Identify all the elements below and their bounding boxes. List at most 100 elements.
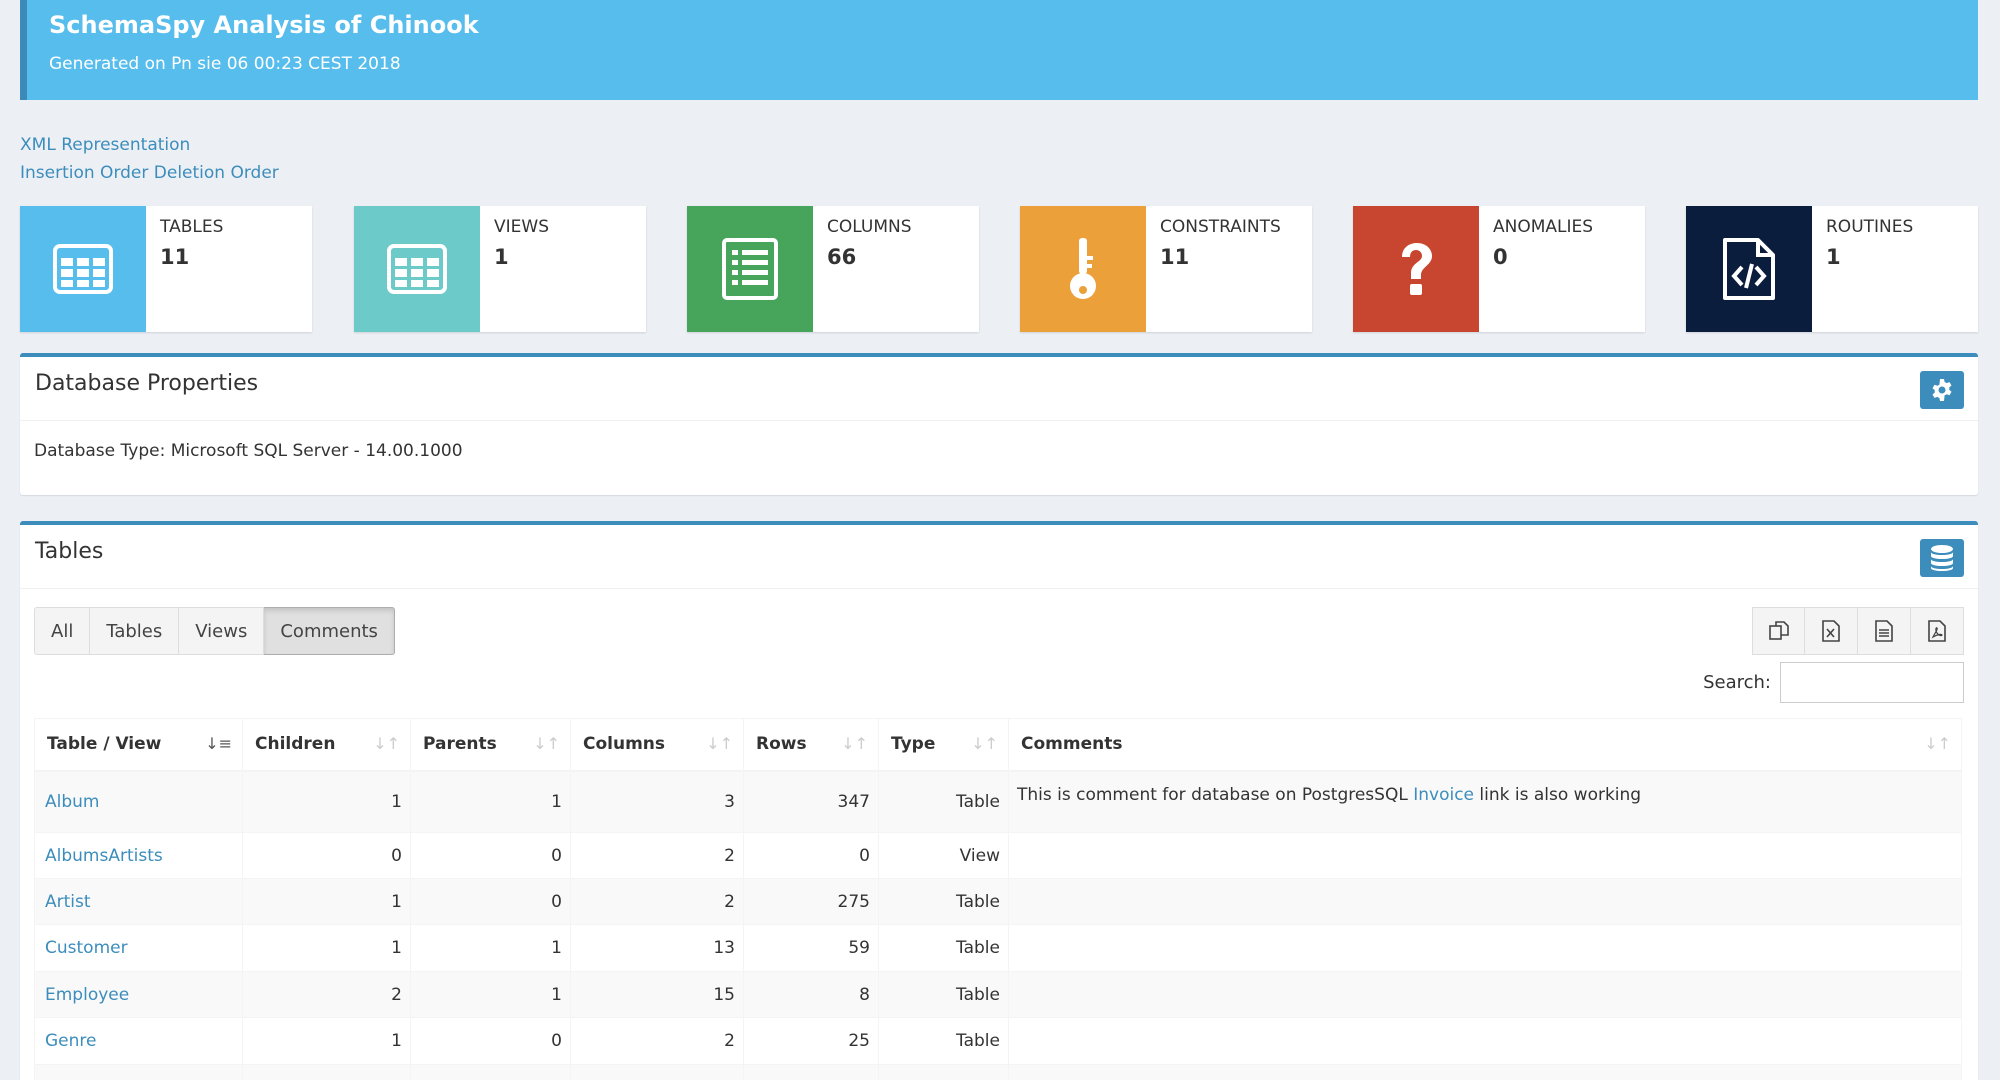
column-header-table-view[interactable]: Table / View ↓≡ bbox=[34, 718, 243, 772]
rows-cell: 8 bbox=[743, 971, 879, 1018]
stat-box-columns[interactable]: COLUMNS 66 bbox=[687, 206, 979, 332]
children-cell bbox=[242, 1064, 411, 1080]
column-header-rows[interactable]: Rows ↓↑ bbox=[743, 718, 879, 772]
column-header-label: Columns bbox=[583, 734, 666, 755]
rows-cell: 59 bbox=[743, 924, 879, 972]
parents-cell: 1 bbox=[410, 971, 571, 1018]
sort-icon: ↓↑ bbox=[1924, 734, 1951, 753]
comment-text: link is also working bbox=[1474, 784, 1642, 805]
page-header: SchemaSpy Analysis of Chinook Generated … bbox=[20, 0, 1978, 100]
columns-cell: 15 bbox=[570, 971, 744, 1018]
rows-cell: 347 bbox=[743, 770, 879, 833]
comments-cell bbox=[1008, 924, 1962, 972]
sort-asc-icon: ↓≡ bbox=[205, 734, 232, 753]
columns-cell bbox=[570, 1064, 744, 1080]
table-row: Artist 1 0 2 275 Table bbox=[34, 878, 1962, 925]
insertion-order-link[interactable]: Insertion Order bbox=[20, 163, 149, 183]
stat-box-tables[interactable]: TABLES 11 bbox=[20, 206, 312, 332]
rows-cell: 275 bbox=[743, 878, 879, 925]
tables-box: Tables All Tables Views Comments Search: bbox=[20, 521, 1978, 1080]
table-link[interactable]: AlbumsArtists bbox=[45, 845, 163, 866]
column-header-type[interactable]: Type ↓↑ bbox=[878, 718, 1009, 772]
xml-representation-link[interactable]: XML Representation bbox=[20, 135, 191, 155]
search-label: Search: bbox=[1703, 672, 1771, 693]
comments-cell: This is comment for database on Postgres… bbox=[1008, 770, 1962, 833]
table-row: Customer 1 1 13 59 Table bbox=[34, 924, 1962, 972]
csv-button[interactable] bbox=[1858, 607, 1911, 655]
copy-button[interactable] bbox=[1752, 607, 1805, 655]
children-cell: 1 bbox=[242, 878, 411, 925]
database-type: Database Type: Microsoft SQL Server - 14… bbox=[34, 441, 463, 461]
table-row: Album 1 1 3 347 Table This is comment fo… bbox=[34, 770, 1962, 833]
stat-value: 0 bbox=[1493, 245, 1508, 269]
column-header-label: Type bbox=[891, 734, 936, 755]
filter-tables-button[interactable]: Tables bbox=[90, 607, 180, 655]
stat-label: TABLES bbox=[160, 217, 224, 237]
table-link[interactable]: Genre bbox=[45, 1031, 97, 1051]
column-header-label: Rows bbox=[756, 734, 807, 755]
column-header-parents[interactable]: Parents ↓↑ bbox=[410, 718, 571, 772]
deletion-order-link[interactable]: Deletion Order bbox=[153, 163, 279, 183]
children-cell: 2 bbox=[242, 971, 411, 1018]
columns-cell: 3 bbox=[570, 770, 744, 833]
table-name-cell bbox=[34, 1064, 243, 1080]
rows-cell: 25 bbox=[743, 1017, 879, 1065]
table-name-cell: Album bbox=[34, 770, 243, 833]
table-row bbox=[34, 1064, 1962, 1080]
key-icon bbox=[1020, 206, 1146, 332]
filter-all-button[interactable]: All bbox=[34, 607, 91, 655]
columns-cell: 13 bbox=[570, 924, 744, 972]
rows-cell: 0 bbox=[743, 832, 879, 879]
stat-box-constraints[interactable]: CONSTRAINTS 11 bbox=[1020, 206, 1312, 332]
stat-value: 1 bbox=[1826, 245, 1841, 269]
table-link[interactable]: Artist bbox=[45, 891, 91, 912]
export-button-group bbox=[1752, 607, 1964, 655]
generated-date: Generated on Pn sie 06 00:23 CEST 2018 bbox=[49, 54, 401, 74]
type-cell: Table bbox=[878, 971, 1009, 1018]
column-header-columns[interactable]: Columns ↓↑ bbox=[570, 718, 744, 772]
column-header-comments[interactable]: Comments ↓↑ bbox=[1008, 718, 1962, 772]
column-header-children[interactable]: Children ↓↑ bbox=[242, 718, 411, 772]
excel-button[interactable] bbox=[1805, 607, 1858, 655]
sort-icon: ↓↑ bbox=[706, 734, 733, 753]
parents-cell: 0 bbox=[410, 878, 571, 925]
question-icon bbox=[1353, 206, 1479, 332]
search-area: Search: bbox=[1703, 662, 1964, 703]
search-input[interactable] bbox=[1780, 662, 1964, 703]
table-row: Genre 1 0 2 25 Table bbox=[34, 1017, 1962, 1065]
settings-button[interactable] bbox=[1920, 371, 1964, 409]
children-cell: 0 bbox=[242, 832, 411, 879]
column-header-label: Comments bbox=[1021, 734, 1123, 755]
stat-box-routines[interactable]: ROUTINES 1 bbox=[1686, 206, 1978, 332]
pdf-file-icon bbox=[1928, 620, 1946, 642]
stat-value: 1 bbox=[494, 245, 509, 269]
copy-icon bbox=[1768, 621, 1789, 640]
columns-cell: 2 bbox=[570, 1017, 744, 1065]
column-header-label: Table / View bbox=[47, 734, 162, 755]
table-link[interactable]: Customer bbox=[45, 938, 128, 958]
table-name-cell: Genre bbox=[34, 1017, 243, 1065]
stat-label: VIEWS bbox=[494, 217, 549, 237]
box-title: Database Properties bbox=[35, 371, 259, 396]
filter-views-button[interactable]: Views bbox=[179, 607, 265, 655]
type-cell: Table bbox=[878, 924, 1009, 972]
table-name-cell: Employee bbox=[34, 971, 243, 1018]
invoice-link[interactable]: Invoice bbox=[1413, 784, 1474, 805]
table-row: AlbumsArtists 0 0 2 0 View bbox=[34, 832, 1962, 879]
database-button[interactable] bbox=[1920, 539, 1964, 577]
parents-cell: 0 bbox=[410, 1017, 571, 1065]
comments-cell bbox=[1008, 878, 1962, 925]
stat-box-anomalies[interactable]: ANOMALIES 0 bbox=[1353, 206, 1645, 332]
table-link[interactable]: Employee bbox=[45, 984, 130, 1005]
pdf-button[interactable] bbox=[1911, 607, 1964, 655]
filter-comments-button[interactable]: Comments bbox=[264, 607, 395, 655]
sort-icon: ↓↑ bbox=[971, 734, 998, 753]
page-title: SchemaSpy Analysis of Chinook bbox=[49, 11, 479, 39]
type-cell: Table bbox=[878, 878, 1009, 925]
tables-table: Table / View ↓≡ Children ↓↑ Parents ↓↑ Colu… bbox=[34, 718, 1962, 1080]
stat-box-views[interactable]: VIEWS 1 bbox=[354, 206, 646, 332]
parents-cell: 1 bbox=[410, 924, 571, 972]
parents-cell bbox=[410, 1064, 571, 1080]
table-link[interactable]: Album bbox=[45, 791, 100, 812]
children-cell: 1 bbox=[242, 924, 411, 972]
